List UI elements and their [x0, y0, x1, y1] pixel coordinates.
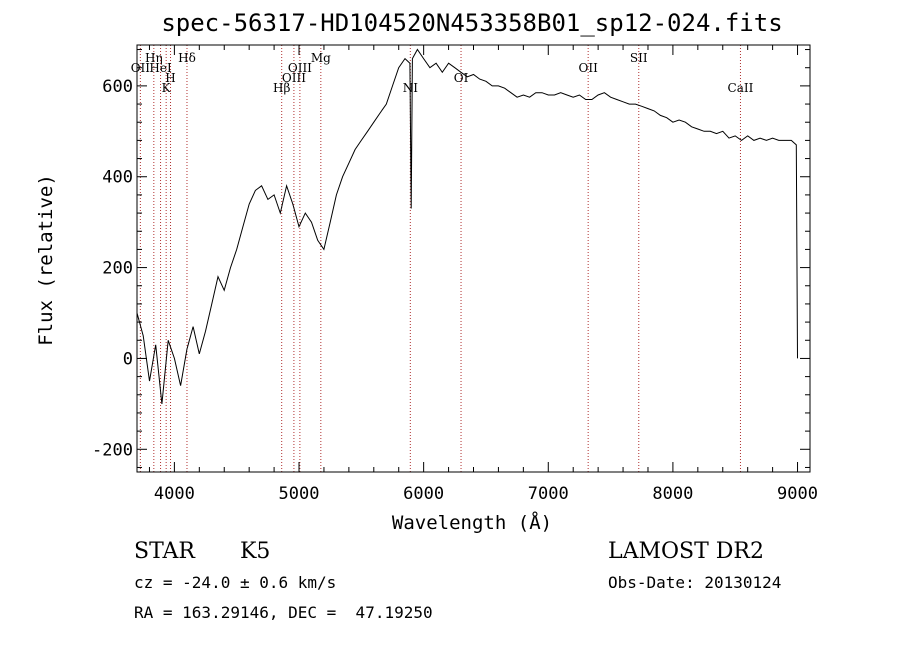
spectral-line-label: Hδ: [178, 51, 196, 65]
spectral-line-label: HeI: [149, 61, 172, 75]
y-tick-label: 200: [102, 259, 133, 279]
spectral-line-label: Mg: [311, 51, 331, 65]
chart-title: spec-56317-HD104520N453358B01_sp12-024.f…: [161, 9, 782, 37]
object-class: STAR: [134, 539, 195, 564]
y-axis-label: Flux (relative): [35, 174, 57, 346]
spectral-line-label: CaII: [728, 81, 754, 95]
x-tick-label: 6000: [403, 484, 444, 504]
x-tick-label: 9000: [777, 484, 818, 504]
x-tick-label: 5000: [279, 484, 320, 504]
spectral-line-label: SII: [630, 51, 648, 65]
x-axis-ticks: 4000 5000 6000 7000 8000 9000: [148, 45, 818, 504]
y-tick-label: 0: [123, 349, 133, 369]
spectral-line-label: OIII: [288, 61, 312, 75]
x-tick-label: 4000: [154, 484, 195, 504]
spectral-line-label: Hη: [145, 51, 163, 65]
y-axis-ticks: -200 0 200 400 600: [92, 49, 810, 468]
spectral-line-label: Hβ: [273, 81, 290, 95]
spectral-line-label: OI: [454, 71, 469, 85]
spectral-line-label: H: [165, 71, 175, 85]
redshift-readout: cz = -24.0 ± 0.6 km/s: [134, 573, 337, 592]
plot-frame: [136, 44, 811, 473]
y-tick-label: 400: [102, 168, 133, 188]
spectral-line-label: OII: [578, 61, 598, 75]
spectrum-series: [136, 48, 798, 404]
survey-name: LAMOST DR2: [608, 539, 764, 564]
coordinates: RA = 163.29146, DEC = 47.19250: [134, 603, 433, 622]
subclass: K5: [240, 539, 271, 564]
obs-date: Obs-Date: 20130124: [608, 573, 782, 592]
spectrum-line: [136, 48, 798, 404]
x-tick-label: 8000: [652, 484, 693, 504]
x-axis-label: Wavelength (Å): [392, 511, 552, 534]
x-tick-label: 7000: [528, 484, 569, 504]
y-tick-label: -200: [92, 440, 133, 460]
spectral-line-label: K: [162, 81, 172, 95]
y-tick-label: 600: [102, 77, 133, 97]
